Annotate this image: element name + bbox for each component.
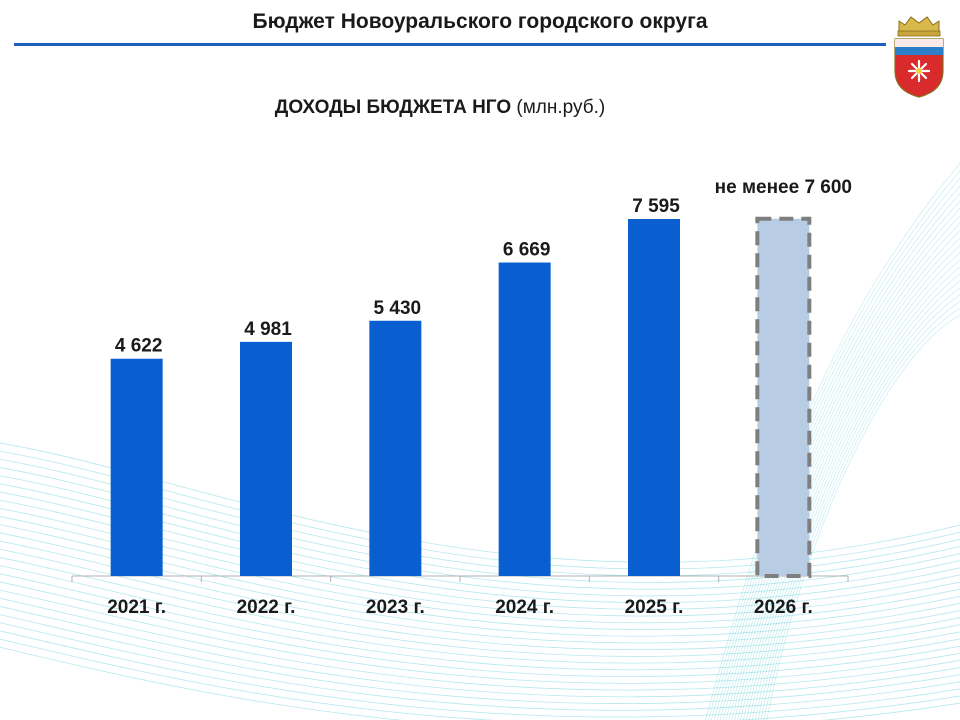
chart-unit: (млн.руб.) [516,97,606,118]
bar [369,320,422,576]
bar [628,219,680,576]
bar [110,358,163,576]
page-title: Бюджет Новоуральского городского округа [252,10,708,33]
data-label: 6 669 [503,240,551,261]
data-label: не менее 7 600 [715,177,852,198]
coat-of-arms-icon [894,16,944,98]
data-label: 4 622 [115,336,163,357]
bar [498,262,551,576]
data-label: 4 981 [244,319,292,340]
x-tick-label: 2023 г. [366,597,425,618]
x-tick-label: 2026 г. [754,597,813,618]
chart-title-text: ДОХОДЫ БЮДЖЕТА НГО [274,97,512,118]
x-tick-label: 2025 г. [625,597,684,618]
x-tick-label: 2021 г. [107,597,166,618]
bar [240,341,292,576]
chart-title: ДОХОДЫ БЮДЖЕТА НГО (млн.руб.) [0,97,880,119]
data-label: 5 430 [374,298,422,319]
bar-forecast [755,216,812,578]
x-tick-label: 2022 г. [237,597,296,618]
data-label: 7 595 [632,196,680,217]
header-divider [14,43,886,46]
x-tick-label: 2024 г. [495,597,554,618]
